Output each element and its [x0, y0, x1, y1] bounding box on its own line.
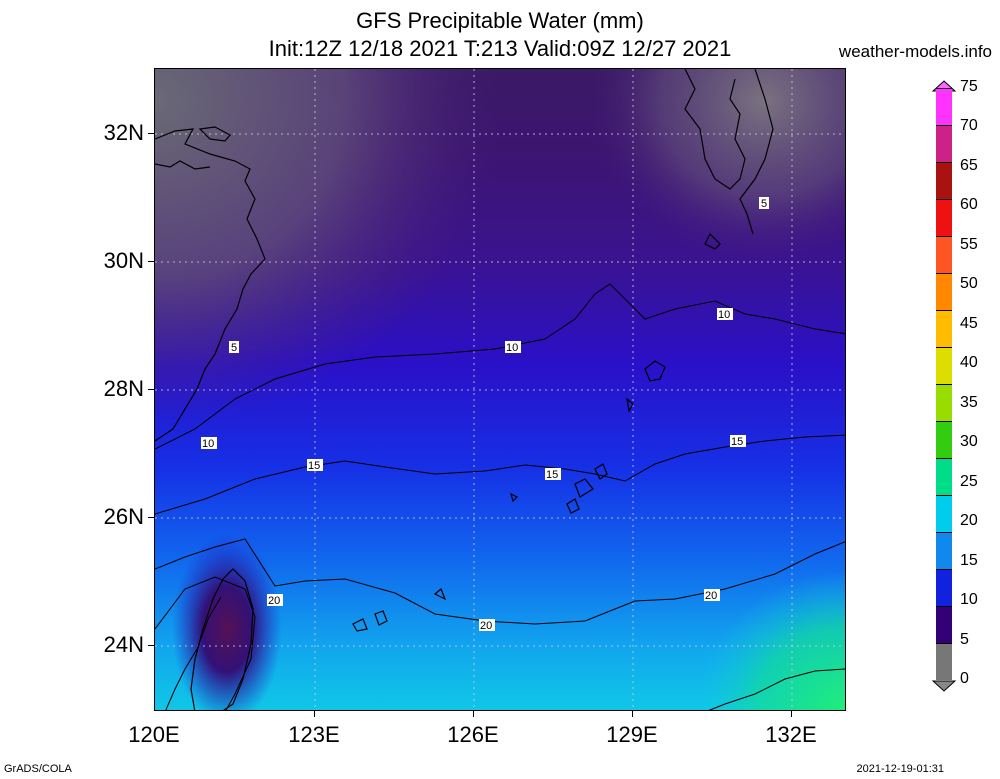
lat-tick — [148, 389, 154, 390]
lon-label: 132E — [765, 722, 817, 747]
lon-label: 123E — [288, 722, 340, 747]
lon-label: 126E — [447, 722, 499, 747]
contour-label: 15 — [308, 460, 320, 472]
lat-tick — [148, 261, 154, 262]
contour-label: 20 — [268, 595, 280, 607]
colorbar-segment — [936, 347, 952, 384]
colorbar-label: 5 — [960, 630, 969, 648]
colorbar-segment — [936, 495, 952, 532]
colorbar-label: 75 — [960, 78, 978, 95]
precipitable-water-map: 5 5 10 10 10 15 15 15 20 20 20 — [154, 68, 846, 711]
lon-tick — [314, 711, 315, 717]
colorbar-label: 20 — [960, 512, 978, 530]
site-credit: weather-models.info — [838, 42, 992, 61]
contour-label: 5 — [231, 342, 237, 354]
contour-label: 20 — [480, 620, 492, 632]
colorbar-label: 10 — [960, 591, 978, 609]
colorbar-bottom-arrow — [932, 680, 956, 692]
lat-label: 30N — [103, 248, 144, 273]
colorbar — [936, 88, 952, 680]
contour-label: 10 — [506, 342, 518, 354]
colorbar-label: 40 — [960, 354, 978, 372]
lon-tick — [632, 711, 633, 717]
lon-label: 120E — [128, 722, 180, 747]
footer-credit: GrADS/COLA — [4, 763, 72, 775]
colorbar-segment — [936, 199, 952, 236]
colorbar-segment — [936, 606, 952, 643]
lon-tick — [473, 711, 474, 717]
lat-tick — [148, 133, 154, 134]
colorbar-label: 55 — [960, 235, 978, 253]
colorbar-segment — [936, 569, 952, 606]
colorbar-segment — [936, 162, 952, 199]
colorbar-label: 45 — [960, 314, 978, 332]
lat-label: 28N — [103, 376, 144, 401]
colorbar-segment — [936, 421, 952, 458]
contour-label: 20 — [705, 590, 717, 602]
contour-label: 15 — [731, 436, 743, 448]
colorbar-segment — [936, 310, 952, 347]
lon-label: 129E — [606, 722, 658, 747]
lat-tick — [148, 645, 154, 646]
chart-subtitle: Init:12Z 12/18 2021 T:213 Valid:09Z 12/2… — [268, 36, 732, 61]
contour-label: 10 — [202, 438, 214, 450]
colorbar-segment — [936, 273, 952, 310]
lat-label: 24N — [103, 632, 144, 657]
colorbar-label: 65 — [960, 156, 978, 174]
chart-title: GFS Precipitable Water (mm) — [356, 8, 644, 33]
colorbar-label: 60 — [960, 196, 978, 214]
contour-label: 5 — [761, 198, 767, 210]
colorbar-segment — [936, 643, 952, 680]
lat-label: 26N — [103, 504, 144, 529]
colorbar-label: 0 — [960, 670, 969, 687]
colorbar-segment — [936, 236, 952, 273]
colorbar-segment — [936, 458, 952, 495]
colorbar-label: 50 — [960, 275, 978, 293]
lat-tick — [148, 517, 154, 518]
colorbar-label: 35 — [960, 393, 978, 411]
colorbar-segment — [936, 532, 952, 569]
colorbar-label: 30 — [960, 433, 978, 451]
contour-label: 15 — [546, 469, 558, 481]
lon-tick — [791, 711, 792, 717]
colorbar-segment — [936, 384, 952, 421]
colorbar-label: 70 — [960, 117, 978, 135]
contour-label: 10 — [718, 309, 730, 321]
colorbar-label: 15 — [960, 551, 978, 569]
colorbar-segment — [936, 125, 952, 162]
colorbar-segment — [936, 88, 952, 125]
footer-timestamp: 2021-12-19-01:31 — [856, 763, 944, 775]
lat-label: 32N — [103, 120, 144, 145]
colorbar-label: 25 — [960, 472, 978, 490]
